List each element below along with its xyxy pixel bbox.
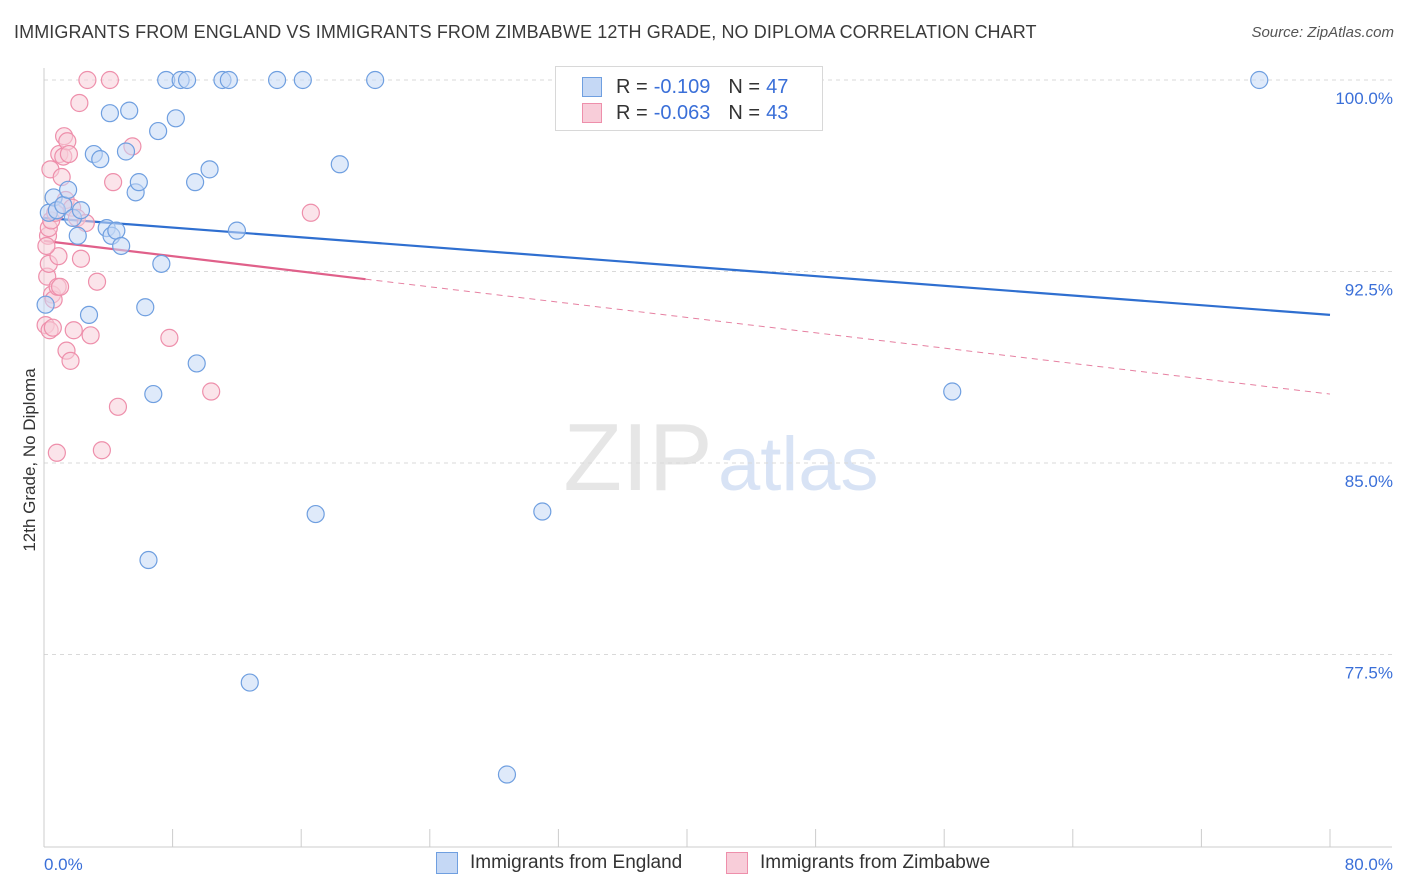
- legend-label-zimbabwe: Immigrants from Zimbabwe: [760, 852, 991, 873]
- chart-title: IMMIGRANTS FROM ENGLAND VS IMMIGRANTS FR…: [14, 22, 1037, 42]
- point-england: [330, 155, 349, 174]
- legend-label-england: Immigrants from England: [470, 852, 683, 873]
- point-zimbabwe: [202, 382, 221, 401]
- point-england: [366, 70, 385, 90]
- point-england: [152, 254, 171, 273]
- point-zimbabwe: [78, 70, 97, 90]
- point-england: [149, 121, 168, 141]
- point-england: [497, 765, 517, 784]
- series-legend: Immigrants from England Immigrants from …: [0, 852, 1406, 878]
- n-value-zimbabwe: 43: [766, 101, 789, 124]
- r-label: R =: [616, 101, 648, 124]
- point-zimbabwe: [301, 203, 320, 222]
- watermark-zip: ZIP: [563, 404, 712, 511]
- point-england: [219, 70, 238, 90]
- point-zimbabwe: [160, 328, 179, 347]
- r-value-zimbabwe: -0.063: [653, 101, 711, 124]
- point-england: [129, 173, 148, 192]
- zimbabwe-legend-swatch: [726, 852, 748, 874]
- point-zimbabwe: [49, 247, 68, 266]
- point-england: [186, 173, 205, 192]
- source-label: Source: ZipAtlas.com: [1251, 24, 1394, 41]
- point-england: [112, 236, 131, 256]
- point-england: [943, 382, 962, 401]
- england-legend-swatch: [436, 852, 458, 874]
- point-zimbabwe: [61, 351, 80, 370]
- r-label: R =: [616, 75, 648, 98]
- england-swatch: [582, 77, 602, 97]
- point-england: [227, 221, 246, 240]
- point-england: [1250, 70, 1269, 90]
- point-england: [136, 298, 155, 317]
- point-zimbabwe: [70, 93, 89, 113]
- n-value-england: 47: [766, 75, 789, 98]
- y-tick-label: 77.5%: [1345, 664, 1393, 683]
- legend-item-england[interactable]: Immigrants from England: [436, 852, 682, 874]
- point-england: [116, 142, 136, 161]
- point-england: [91, 150, 110, 169]
- point-zimbabwe: [50, 277, 70, 296]
- n-label: N =: [728, 101, 761, 124]
- point-england: [139, 550, 158, 570]
- point-zimbabwe: [64, 321, 83, 340]
- point-england: [120, 101, 139, 120]
- point-zimbabwe: [43, 318, 62, 337]
- point-england: [240, 673, 259, 692]
- point-zimbabwe: [59, 144, 79, 164]
- x-tick-label-min: 0.0%: [44, 855, 83, 874]
- r-value-england: -0.109: [653, 75, 711, 98]
- stats-row-zimbabwe: R = -0.063 N = 43: [582, 101, 788, 125]
- point-england: [177, 70, 197, 90]
- watermark: ZIP atlas: [563, 404, 878, 511]
- y-tick-label: 85.0%: [1345, 472, 1393, 491]
- point-england: [293, 70, 312, 90]
- point-england: [267, 70, 287, 90]
- point-zimbabwe: [100, 70, 120, 90]
- stats-legend: R = -0.109 N = 47 R = -0.063 N = 43: [555, 66, 823, 131]
- legend-item-zimbabwe[interactable]: Immigrants from Zimbabwe: [726, 852, 990, 874]
- point-england: [187, 354, 206, 373]
- stats-row-england: R = -0.109 N = 47: [582, 75, 788, 99]
- point-zimbabwe: [81, 326, 100, 345]
- point-england: [68, 226, 87, 245]
- point-england: [71, 201, 91, 220]
- point-england: [533, 502, 552, 521]
- point-zimbabwe: [92, 441, 111, 460]
- point-england: [144, 384, 163, 404]
- trend-line-zimbabwe-solid: [43, 239, 366, 281]
- watermark-atlas: atlas: [718, 422, 879, 507]
- trend-line-england: [43, 216, 1331, 317]
- point-england: [107, 221, 126, 240]
- point-zimbabwe: [108, 397, 128, 416]
- x-tick-label-max: 80.0%: [1345, 855, 1393, 874]
- point-zimbabwe: [47, 443, 66, 462]
- point-england: [36, 295, 55, 314]
- n-label: N =: [728, 75, 761, 98]
- y-tick-label: 92.5%: [1345, 281, 1393, 300]
- point-england: [79, 305, 99, 325]
- point-england: [200, 160, 219, 179]
- y-tick-label: 100.0%: [1335, 89, 1393, 108]
- point-england: [59, 180, 78, 199]
- point-england: [166, 109, 185, 128]
- zimbabwe-swatch: [582, 103, 602, 123]
- point-england: [100, 104, 120, 123]
- point-england: [306, 504, 325, 524]
- point-zimbabwe: [87, 272, 107, 291]
- point-zimbabwe: [104, 173, 123, 192]
- point-zimbabwe: [71, 249, 91, 268]
- trend-line-zimbabwe-dashed: [365, 278, 1331, 395]
- point-zimbabwe: [37, 236, 56, 256]
